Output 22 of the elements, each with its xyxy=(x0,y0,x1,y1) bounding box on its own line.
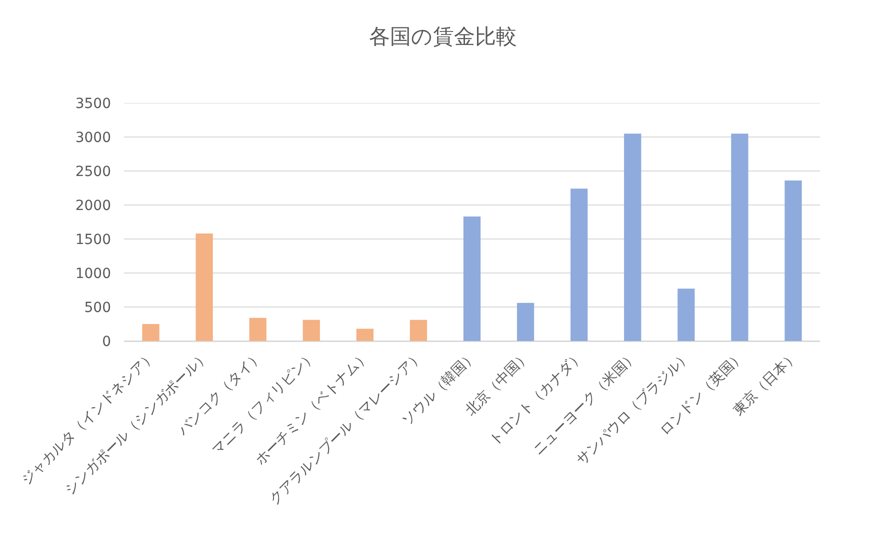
y-tick-label: 2000 xyxy=(75,198,111,214)
y-tick-label: 500 xyxy=(84,300,111,316)
bar xyxy=(624,134,642,341)
bar xyxy=(731,134,748,341)
bar xyxy=(516,302,534,341)
bar xyxy=(302,320,320,341)
bar xyxy=(463,216,481,341)
bar xyxy=(142,324,160,341)
y-tick-label: 1000 xyxy=(75,266,111,282)
bar xyxy=(356,328,374,341)
y-tick-label: 1500 xyxy=(75,232,111,248)
y-tick-label: 3000 xyxy=(75,130,111,146)
bar xyxy=(249,318,266,341)
bar xyxy=(784,180,802,341)
bar xyxy=(678,288,695,341)
chart-title: 各国の賃金比較 xyxy=(369,24,517,48)
y-tick-label: 2500 xyxy=(75,164,111,180)
bar xyxy=(410,320,428,341)
y-tick-label: 0 xyxy=(102,334,111,350)
bar xyxy=(570,188,588,341)
y-tick-label: 3500 xyxy=(75,96,111,112)
bar xyxy=(196,234,213,341)
